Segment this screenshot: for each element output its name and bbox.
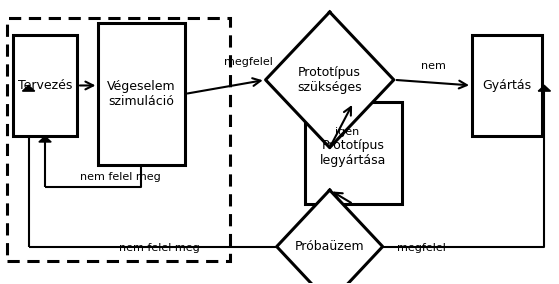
Bar: [472, 35, 542, 136]
Bar: [98, 23, 184, 165]
Text: megfelel: megfelel: [224, 57, 273, 67]
Text: Prototípus
szükséges: Prototípus szükséges: [297, 66, 362, 94]
Text: nem felel meg: nem felel meg: [119, 243, 200, 253]
Polygon shape: [266, 12, 394, 148]
Bar: [13, 35, 77, 136]
Text: igen: igen: [335, 127, 359, 137]
Bar: [7, 18, 230, 261]
Polygon shape: [22, 85, 35, 91]
Polygon shape: [538, 85, 551, 91]
Polygon shape: [277, 190, 383, 284]
Text: nem: nem: [421, 61, 446, 71]
Text: Gyártás: Gyártás: [482, 79, 531, 92]
Text: megfelel: megfelel: [397, 243, 446, 253]
Bar: [305, 103, 402, 204]
Text: Végeselem
szimuláció: Végeselem szimuláció: [107, 80, 176, 108]
Polygon shape: [39, 136, 51, 142]
Text: nem felel meg: nem felel meg: [80, 172, 161, 182]
Text: Tervezés: Tervezés: [18, 79, 72, 92]
Text: Prototípus
legyártása: Prototípus legyártása: [320, 139, 387, 167]
Text: Próbaüzem: Próbaüzem: [295, 240, 364, 253]
